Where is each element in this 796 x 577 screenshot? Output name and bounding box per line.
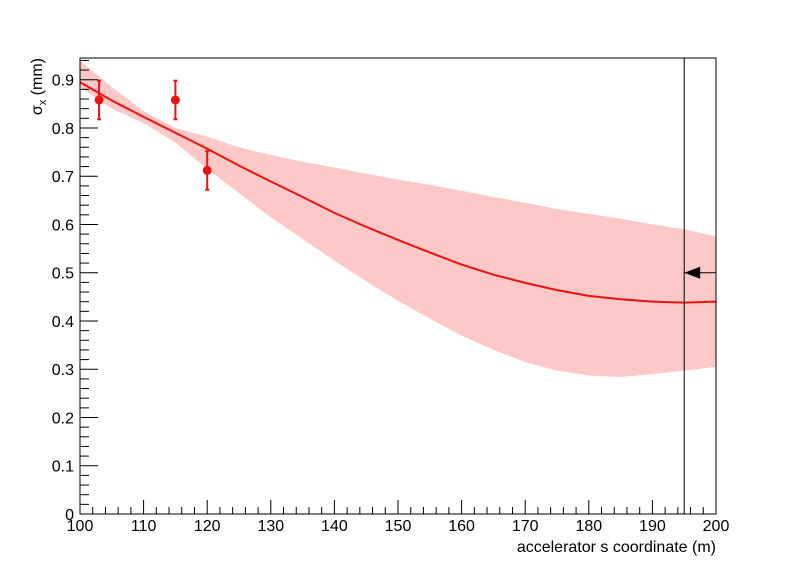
x-axis: 100 110 120 130 140 150 160 170 180 190 200 [67,500,730,535]
fit-curve-layer [79,81,717,304]
x-tick-label: 190 [639,518,666,535]
y-tick-label: 0.9 [52,73,74,90]
x-tick-label: 100 [67,518,94,535]
marker-layer [683,58,716,514]
x-tick-label: 130 [257,518,284,535]
x-tick-label: 120 [194,518,221,535]
fit-curve [79,81,717,304]
y-axis-label-subscript: x [37,99,49,105]
y-tick-label: 0.8 [52,121,74,138]
data-point [170,95,180,105]
y-tick-label: 0.6 [52,217,74,234]
x-axis-label: accelerator s coordinate (m) [517,539,716,556]
x-tick-label: 160 [448,518,475,535]
y-tick-label: 0.7 [52,169,74,186]
x-tick-label: 150 [385,518,412,535]
data-point [94,95,104,105]
x-tick-label: 170 [512,518,539,535]
error-band-layer [80,60,716,377]
error-band [80,60,716,377]
x-tick-label: 180 [575,518,602,535]
y-axis-label: σx (mm) [29,58,49,115]
y-tick-label: 0.4 [52,314,74,331]
y-tick-label: 0.3 [52,362,74,379]
y-tick-label: 0.2 [52,410,74,427]
y-tick-label: 0.1 [52,459,74,476]
y-axis-label-symbol: σ [29,105,46,115]
y-tick-label: 0.5 [52,266,74,283]
y-axis: 0 0.1 0.2 0.3 0.4 0.5 0.6 0.7 0.8 0.9 [52,59,98,524]
y-axis-label-unit: (mm) [29,58,46,100]
marker-arrow-head [684,266,701,279]
x-tick-label: 140 [321,518,348,535]
x-tick-label: 110 [131,518,157,535]
data-points-layer [94,79,212,191]
data-point [202,165,212,175]
x-tick-label: 200 [703,518,730,535]
y-tick-label: 0 [65,507,74,524]
